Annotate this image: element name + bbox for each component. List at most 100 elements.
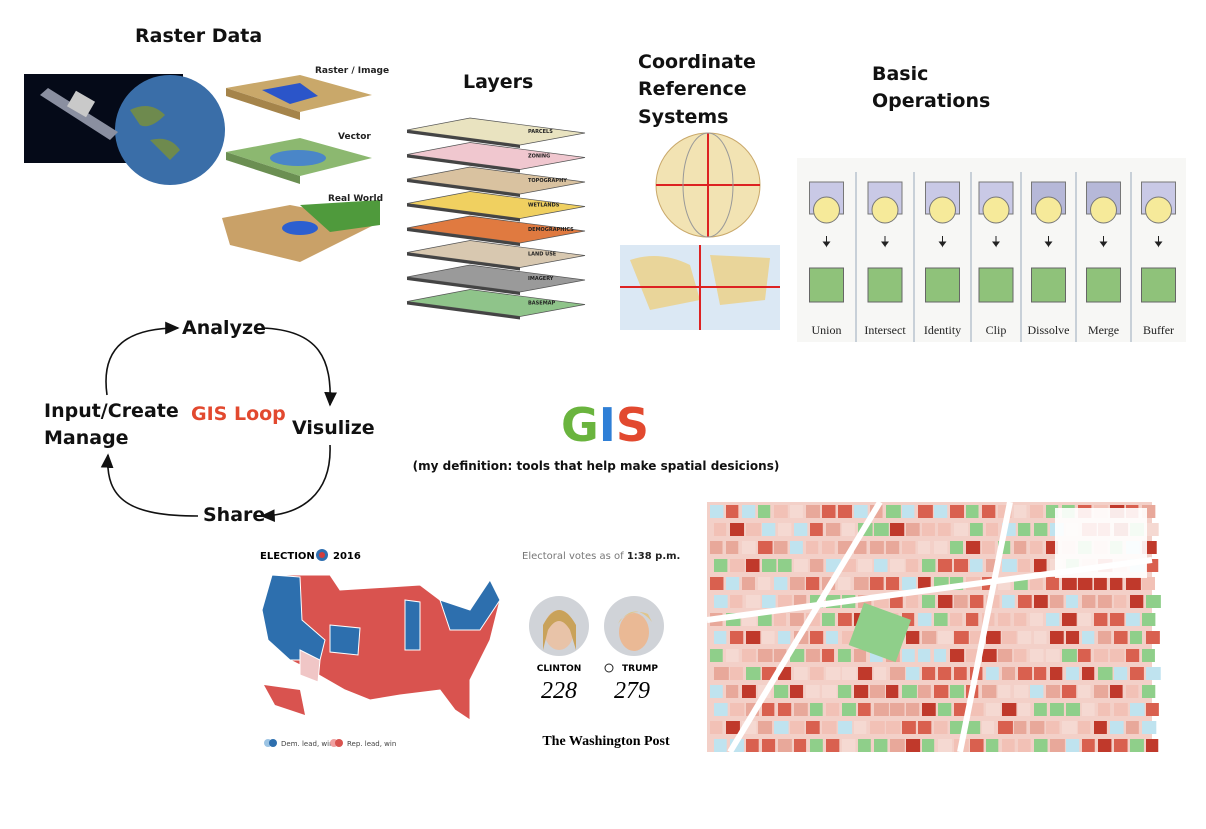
city-block <box>790 505 803 518</box>
op-circle <box>1145 196 1172 224</box>
city-block <box>954 559 969 572</box>
city-block <box>746 559 760 572</box>
city-block <box>774 505 788 518</box>
city-block <box>790 613 804 626</box>
op-circle <box>1035 196 1062 224</box>
city-block <box>794 559 808 572</box>
city-block <box>810 523 823 536</box>
layer-label: ZONING <box>528 154 550 160</box>
city-block <box>1002 703 1017 716</box>
city-block <box>982 685 997 698</box>
city-block <box>954 703 967 716</box>
city-map <box>706 500 1161 754</box>
city-block <box>1078 721 1091 734</box>
city-block <box>874 703 889 716</box>
city-block <box>1030 721 1045 734</box>
op-name: Buffer <box>1143 323 1174 337</box>
city-block <box>826 667 841 680</box>
city-block <box>922 595 936 608</box>
layer <box>406 117 586 146</box>
city-block <box>1030 505 1044 518</box>
layer-stack: PARCELS ZONING TOPOGRAPHY WETLANDS DEMOGRAPH… <box>406 117 586 320</box>
op-name: Union <box>812 323 842 337</box>
city-block <box>950 505 965 518</box>
city-block <box>710 685 723 698</box>
city-block <box>730 523 745 536</box>
layer <box>406 264 586 293</box>
city-block <box>954 595 968 608</box>
op-circle <box>982 196 1010 224</box>
op-arrow <box>822 236 831 248</box>
city-block <box>1146 667 1161 680</box>
city-block <box>794 703 808 716</box>
city-block <box>886 577 900 590</box>
city-block <box>954 523 969 536</box>
layer <box>406 289 586 317</box>
op-name: Clip <box>986 323 1007 337</box>
city-block <box>982 541 995 554</box>
legend-label: Rep. lead, win <box>347 740 396 748</box>
section-title: Systems <box>638 106 728 128</box>
op-circle <box>1090 196 1117 224</box>
city-block <box>938 631 953 644</box>
city-block <box>758 577 771 590</box>
city-block <box>998 613 1011 626</box>
op-output <box>1141 267 1176 303</box>
city-block <box>822 505 836 518</box>
layer-label: PARCELS <box>528 129 553 135</box>
layer-edge <box>407 179 520 197</box>
city-block <box>1034 595 1048 608</box>
city-block <box>726 685 739 698</box>
city-block <box>1094 577 1107 590</box>
city-block <box>758 649 773 662</box>
city-block <box>746 523 761 536</box>
city-block <box>758 541 773 554</box>
city-block <box>1046 685 1061 698</box>
candidate-name: CLINTON <box>537 664 582 674</box>
city-block <box>1014 649 1027 662</box>
city-block <box>1130 739 1144 752</box>
city-block <box>1082 739 1095 752</box>
layer-label: WETLANDS <box>528 203 560 209</box>
op-arrow <box>1099 236 1108 248</box>
city-block <box>1014 505 1027 518</box>
layer-edge <box>407 203 520 222</box>
city-block <box>714 595 728 608</box>
city-block <box>858 559 873 572</box>
city-block <box>934 721 948 734</box>
city-block <box>842 703 856 716</box>
city-block <box>790 649 805 662</box>
gis-title: GIS <box>561 398 649 452</box>
city-block <box>838 505 853 518</box>
section-title: Reference <box>638 78 747 100</box>
city-block <box>806 649 820 662</box>
city-block <box>918 541 931 554</box>
city-block <box>1126 577 1141 590</box>
city-block <box>966 721 981 734</box>
city-block <box>746 595 761 608</box>
city-block <box>1062 577 1077 590</box>
op-arrow <box>1044 236 1053 248</box>
city-block <box>1066 703 1081 716</box>
city-block <box>1082 667 1095 680</box>
city-block <box>1098 595 1112 608</box>
city-block <box>954 667 967 680</box>
city-block <box>790 685 804 698</box>
city-block <box>922 739 935 752</box>
city-block <box>810 559 824 572</box>
crs-graphics <box>620 132 780 330</box>
layer-label: Real World <box>328 194 383 204</box>
city-block <box>1018 631 1032 644</box>
city-block <box>858 739 871 752</box>
city-block <box>998 721 1013 734</box>
city-block <box>906 523 920 536</box>
city-block <box>890 523 905 536</box>
city-block <box>854 577 869 590</box>
city-block <box>1002 595 1015 608</box>
city-block <box>810 703 823 716</box>
city-block <box>934 541 948 554</box>
city-block <box>1046 721 1060 734</box>
city-block <box>762 739 776 752</box>
city-block <box>902 649 915 662</box>
city-block <box>1130 631 1143 644</box>
